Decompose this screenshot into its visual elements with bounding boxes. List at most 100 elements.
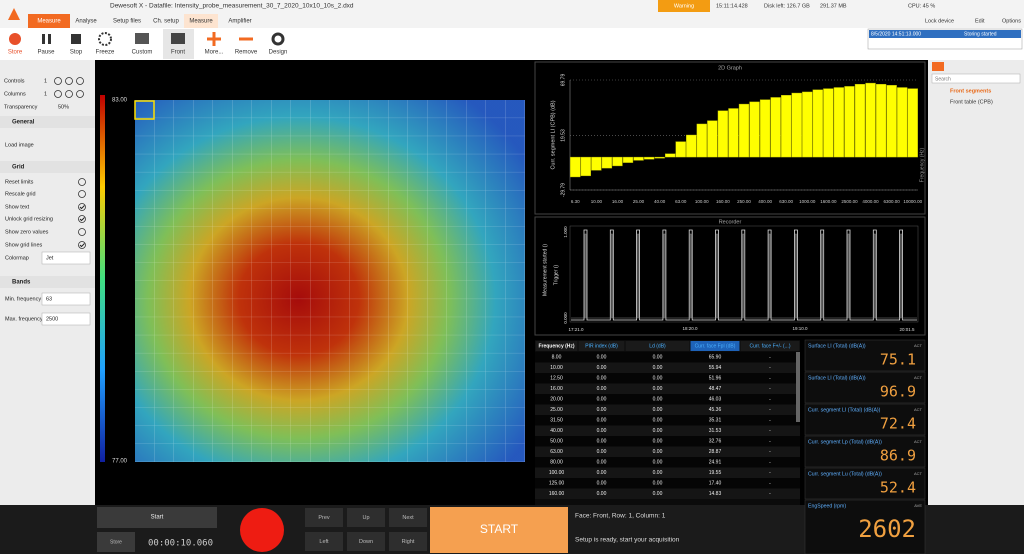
column-header[interactable] bbox=[578, 341, 625, 351]
tab[interactable]: Amplifier bbox=[228, 19, 251, 25]
tab[interactable]: Setup files bbox=[113, 19, 141, 25]
column-header[interactable] bbox=[535, 341, 578, 351]
nav-button[interactable] bbox=[305, 532, 343, 551]
dropdown[interactable] bbox=[41, 251, 91, 265]
active-tab[interactable] bbox=[184, 14, 218, 28]
stepper[interactable] bbox=[54, 77, 62, 85]
bar bbox=[875, 83, 887, 158]
action[interactable]: Edit bbox=[975, 18, 985, 24]
nav-button[interactable] bbox=[347, 508, 385, 527]
nav-label[interactable]: Prev bbox=[318, 515, 330, 521]
selected-cell[interactable] bbox=[134, 100, 155, 120]
toolbar-button[interactable]: Pause bbox=[37, 50, 55, 56]
stepper[interactable] bbox=[65, 77, 73, 85]
section-title: Bands bbox=[12, 280, 31, 286]
store[interactable]: Store bbox=[110, 539, 122, 545]
column-header[interactable] bbox=[690, 341, 740, 351]
warning-box[interactable] bbox=[658, 0, 710, 12]
toolbar-button[interactable]: Front bbox=[171, 50, 185, 56]
nav-button[interactable] bbox=[389, 532, 427, 551]
display-tag: AVE bbox=[914, 503, 922, 508]
value[interactable]: 63 bbox=[46, 296, 52, 302]
table-row bbox=[535, 394, 800, 405]
toggle[interactable] bbox=[78, 190, 86, 198]
value[interactable]: Jet bbox=[46, 255, 54, 261]
bar bbox=[728, 108, 739, 158]
dropdown[interactable] bbox=[41, 312, 91, 326]
tab[interactable]: Analyse bbox=[75, 19, 97, 25]
toggle[interactable] bbox=[78, 178, 86, 186]
panel-item[interactable]: Front table (CPB) bbox=[950, 99, 993, 105]
nav-label[interactable]: Right bbox=[402, 539, 415, 545]
x-tick-label: 100.00 bbox=[695, 199, 709, 204]
toggle[interactable] bbox=[78, 241, 86, 249]
panel-item[interactable]: Front segments bbox=[950, 88, 991, 94]
logo-tab[interactable]: Measure bbox=[37, 19, 61, 25]
value: 1 bbox=[44, 91, 47, 97]
freeze-icon bbox=[98, 32, 112, 46]
table-cell: - bbox=[769, 396, 771, 402]
menu-item[interactable]: Show zero values bbox=[5, 229, 49, 235]
toolbar-button[interactable]: Remove bbox=[235, 50, 258, 56]
tab[interactable]: Measure bbox=[189, 19, 213, 25]
x-tick-label: 4000.00 bbox=[862, 199, 879, 204]
start-big-button[interactable] bbox=[430, 507, 568, 553]
action[interactable]: Lock device bbox=[925, 18, 954, 24]
record-button[interactable] bbox=[240, 508, 284, 552]
toolbar-button[interactable]: Store bbox=[8, 50, 23, 56]
value[interactable]: 2500 bbox=[46, 316, 58, 322]
toolbar-button[interactable]: Stop bbox=[70, 50, 83, 56]
toggle[interactable] bbox=[78, 203, 86, 211]
table-cell: - bbox=[769, 386, 771, 392]
nav-button[interactable] bbox=[347, 532, 385, 551]
nav-label[interactable]: Left bbox=[319, 539, 329, 545]
logo-tab[interactable] bbox=[28, 14, 70, 28]
panel-tab[interactable] bbox=[932, 62, 944, 71]
nav-button[interactable] bbox=[389, 508, 427, 527]
toolbar-button[interactable]: Custom bbox=[132, 50, 153, 56]
start[interactable]: Start bbox=[151, 515, 164, 521]
column-header[interactable] bbox=[625, 341, 690, 351]
stepper[interactable] bbox=[76, 77, 84, 85]
warning[interactable]: Warning bbox=[674, 3, 694, 9]
nav-label[interactable]: Next bbox=[402, 515, 414, 521]
menu-item[interactable]: Rescale grid bbox=[5, 191, 36, 197]
nav-label[interactable]: Up bbox=[362, 515, 369, 521]
store-button[interactable] bbox=[97, 532, 135, 552]
menu-item[interactable]: Show grid lines bbox=[5, 242, 43, 248]
nav-button[interactable] bbox=[305, 508, 343, 527]
table-cell: - bbox=[769, 375, 771, 381]
search-box[interactable] bbox=[931, 73, 1021, 84]
stepper[interactable] bbox=[65, 90, 73, 98]
toggle[interactable] bbox=[78, 215, 86, 223]
menu-item[interactable]: Reset limits bbox=[5, 179, 34, 185]
stepper[interactable] bbox=[76, 90, 84, 98]
nav-label[interactable]: Down bbox=[359, 539, 373, 545]
x-label: Frequency (Hz) bbox=[919, 147, 925, 182]
table-cell: 160.00 bbox=[549, 491, 565, 497]
start-button[interactable] bbox=[97, 507, 217, 528]
toolbar-button[interactable]: Design bbox=[269, 50, 288, 56]
tab[interactable]: Ch. setup bbox=[153, 19, 179, 25]
toolbar-button[interactable]: More... bbox=[205, 50, 224, 56]
table-cell: 0.00 bbox=[653, 480, 663, 486]
action[interactable]: Options bbox=[1002, 18, 1021, 24]
bar bbox=[665, 153, 676, 158]
x-tick-label: 1000.00 bbox=[799, 199, 816, 204]
x-label: 20:01.5 bbox=[899, 327, 915, 332]
display-tag: ACT bbox=[914, 343, 923, 348]
stepper[interactable] bbox=[54, 90, 62, 98]
toolbar-button[interactable]: Freeze bbox=[96, 50, 115, 56]
bar bbox=[707, 120, 718, 158]
bar bbox=[844, 86, 855, 158]
menu-item[interactable]: Show text bbox=[5, 204, 30, 210]
start-big[interactable]: START bbox=[480, 522, 519, 536]
column-header[interactable] bbox=[740, 341, 800, 351]
menu-item[interactable]: Unlock grid resizing bbox=[5, 216, 53, 222]
toggle[interactable] bbox=[78, 228, 86, 236]
dropdown[interactable] bbox=[41, 292, 91, 306]
check bbox=[79, 217, 85, 222]
bar bbox=[686, 134, 697, 158]
menu-item[interactable]: Load image bbox=[5, 142, 34, 148]
table-cell: 0.00 bbox=[597, 480, 607, 486]
